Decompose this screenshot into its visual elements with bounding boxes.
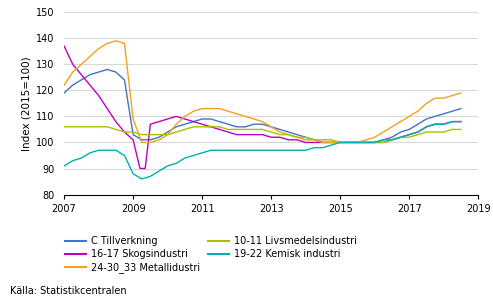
Text: Källa: Statistikcentralen: Källa: Statistikcentralen	[10, 286, 127, 296]
Legend: C Tillverkning, 16-17 Skogsindustri, 24-30_33 Metallidustri, 10-11 Livsmedelsind: C Tillverkning, 16-17 Skogsindustri, 24-…	[61, 232, 361, 277]
Y-axis label: Index (2015=100): Index (2015=100)	[22, 56, 32, 151]
